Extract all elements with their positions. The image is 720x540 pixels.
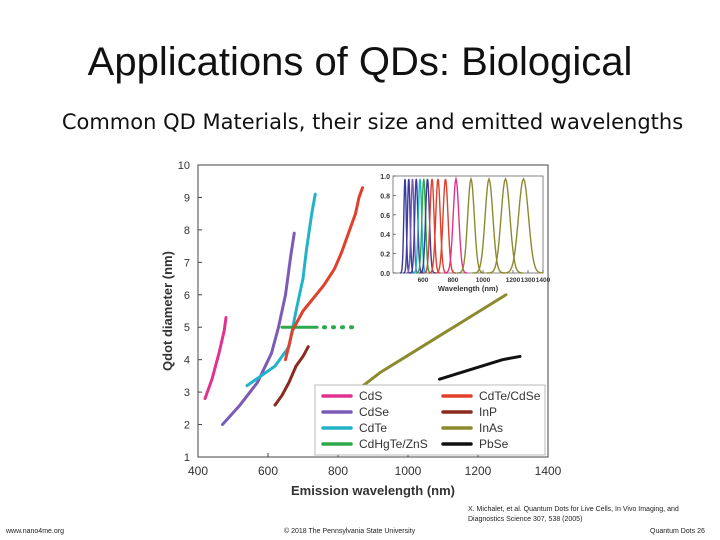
citation-line-1: X. Michalet, et al. Quantum Dots for Liv… (468, 506, 679, 513)
citation: X. Michalet, et al. Quantum Dots for Liv… (468, 505, 720, 525)
footer-copyright: © 2018 The Pennsylvania State University (284, 528, 416, 535)
x-tick-label: 600 (258, 464, 278, 478)
inset-spectrum-peak (456, 176, 485, 274)
x-tick-label: 400 (188, 464, 208, 478)
x-tick-label: 1200 (465, 464, 492, 478)
legend-label: PbSe (479, 437, 509, 451)
inset-spectrum-peak (423, 178, 441, 274)
inset-x-tick-label: 600 (418, 277, 429, 284)
y-tick-label: 8 (184, 225, 190, 237)
y-tick-label: 10 (178, 160, 190, 172)
citation-line-2: Diagnostics Science 307, 538 (2005) (468, 516, 583, 523)
y-tick-label: 9 (184, 192, 190, 204)
x-tick-label: 1400 (535, 464, 562, 478)
inset-spectrum-peak (434, 178, 457, 274)
inset-spectrum-peak (472, 176, 505, 274)
legend-label: CdS (359, 389, 382, 403)
legend-label: CdSe (359, 405, 389, 419)
y-tick-label: 4 (184, 355, 190, 367)
inset-spectrum-peak (412, 178, 428, 274)
series-line-inas (357, 293, 508, 391)
y-tick-label: 7 (184, 257, 190, 269)
inset-spectrum-peak (428, 178, 448, 274)
inset-y-tick-label: 1.0 (380, 174, 390, 181)
inset-x-tick-label: 1400 (536, 277, 551, 284)
footer-website: www.nano4me.org (6, 528, 64, 535)
inset-x-tick-label: 1000 (476, 277, 491, 284)
inset-y-tick-label: 0.0 (380, 271, 390, 278)
inset-spectrum-peak (409, 178, 423, 274)
series-line-pbse (438, 354, 522, 381)
inset-x-tick-label: 1200 (506, 277, 521, 284)
x-axis-label: Emission wavelength (nm) (291, 483, 455, 498)
inset-x-tick-label: 1300 (521, 277, 536, 284)
y-tick-label: 2 (184, 420, 190, 432)
y-tick-label: 5 (184, 322, 190, 334)
legend-label: InP (479, 405, 497, 419)
inset-y-tick-label: 0.6 (380, 213, 390, 220)
qd-size-wavelength-chart: 400 600 800 1000 1200 1400 1 2 3 4 5 6 7 8 9 10 Emission… (150, 150, 570, 500)
y-axis-label: Qdot diameter (nm) (160, 251, 175, 371)
series-line-cdse (221, 231, 296, 427)
y-tick-label: 1 (184, 452, 190, 464)
x-tick-label: 800 (328, 464, 348, 478)
inset-y-tick-label: 0.8 (380, 193, 390, 200)
inset-y-tick-label: 0.2 (380, 252, 390, 259)
legend-box (314, 384, 546, 456)
inset-spectrum-peak (416, 178, 432, 274)
slide-title: Applications of QDs: Biological (87, 40, 633, 84)
series-line-cdte-cdse (284, 186, 364, 362)
inset-spectrum-peak (443, 176, 468, 274)
legend-label: CdHgTe/ZnS (359, 437, 428, 451)
series-line-cdte (245, 192, 317, 388)
inset-spectrum-peak (486, 177, 524, 274)
legend-label: CdTe/CdSe (479, 389, 541, 403)
chart-canvas: 400 600 800 1000 1200 1400 1 2 3 4 5 6 7 8 9 10 Emission… (160, 160, 562, 498)
legend-label: CdTe (359, 421, 387, 435)
series-line-inp (273, 345, 310, 407)
inset-x-axis-label: Wavelength (nm) (438, 284, 499, 293)
inset-spectrum-peak (406, 178, 419, 274)
inset-spectrum-peak (502, 177, 544, 274)
y-tick-label: 6 (184, 290, 190, 302)
footer-slide-number: Quantum Dots 26 (650, 528, 705, 535)
inset-spectrum-peak (419, 178, 436, 274)
series-line-cds (203, 315, 228, 401)
legend-label: InAs (479, 421, 503, 435)
x-tick-label: 1000 (395, 464, 422, 478)
inset-y-tick-label: 0.4 (380, 232, 390, 239)
slide-subtitle: Common QD Materials, their size and emit… (61, 110, 684, 134)
y-tick-label: 3 (184, 387, 190, 399)
inset-x-tick-label: 800 (448, 277, 459, 284)
